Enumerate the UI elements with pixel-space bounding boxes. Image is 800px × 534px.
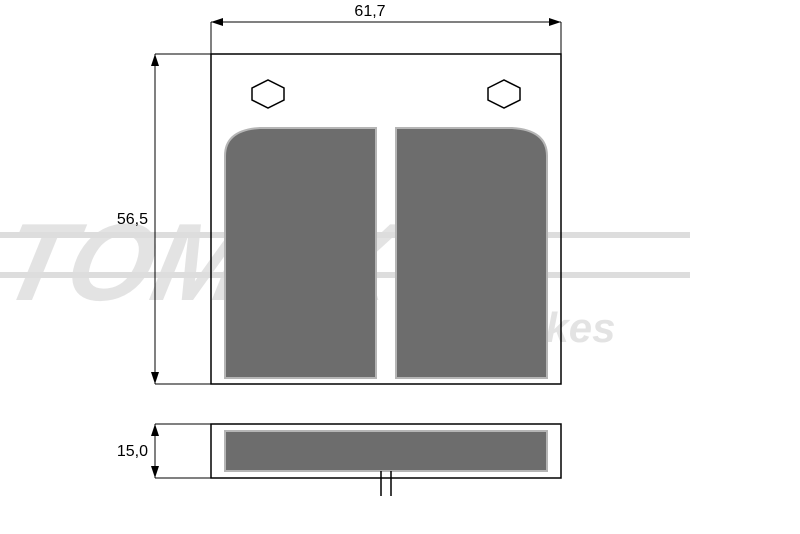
mounting-hole-left bbox=[252, 80, 284, 108]
dimension-thickness: 15,0 bbox=[117, 424, 211, 478]
height-label: 56,5 bbox=[117, 211, 148, 228]
diagram-svg: TOMEX brakes 61,7 bbox=[0, 0, 800, 534]
width-label: 61,7 bbox=[354, 3, 385, 20]
side-friction-material bbox=[225, 431, 547, 471]
mounting-hole-right bbox=[488, 80, 520, 108]
thickness-label: 15,0 bbox=[117, 443, 148, 460]
friction-pad-left bbox=[225, 128, 376, 378]
friction-pad-right bbox=[396, 128, 547, 378]
brake-pad-side-view bbox=[211, 424, 561, 496]
dimension-width: 61,7 bbox=[211, 3, 561, 54]
brake-pad-diagram: TOMEX brakes 61,7 bbox=[0, 0, 800, 534]
